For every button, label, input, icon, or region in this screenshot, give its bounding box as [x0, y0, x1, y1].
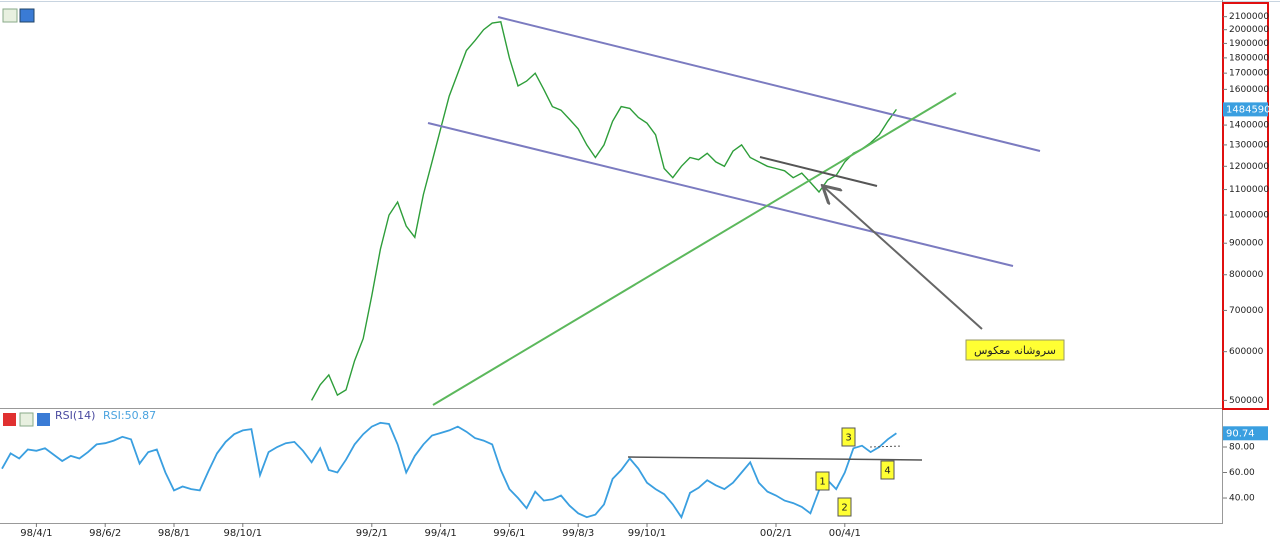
- y-tick-label: 1100000: [1229, 185, 1269, 195]
- x-tick-label: 00/2/1: [760, 528, 792, 539]
- x-tick-label: 98/8/1: [158, 528, 190, 539]
- tool-icon[interactable]: [19, 8, 35, 23]
- y-tick-label: 900000: [1229, 239, 1264, 249]
- current-value-tag: [1223, 426, 1268, 441]
- tool-icon[interactable]: [19, 412, 34, 427]
- x-tick-label: 99/2/1: [356, 528, 388, 539]
- annotation: 1: [819, 477, 825, 488]
- y-tick-label: 80.00: [1229, 442, 1255, 452]
- axis-highlight: [1222, 2, 1269, 410]
- indicator-title: RSI(14): [55, 409, 95, 422]
- x-tick-label: 00/4/1: [829, 528, 861, 539]
- y-tick-label: 600000: [1229, 347, 1264, 357]
- annotation: 3: [845, 433, 851, 444]
- x-tick-label: 99/4/1: [425, 528, 457, 539]
- indicator-readout: RSI:50.87: [103, 409, 156, 422]
- annotation: سروشانه معکوس: [974, 344, 1056, 357]
- tool-icon[interactable]: [2, 8, 18, 23]
- drawings: [427, 16, 1041, 461]
- y-tick-label: 1600000: [1229, 85, 1269, 95]
- rsi-trend-line: [627, 456, 923, 461]
- y-tick-label: 1400000: [1229, 121, 1269, 131]
- annotation-box: [965, 339, 1065, 361]
- annotation-box: [837, 497, 852, 517]
- y-tick-label: 1900000: [1229, 39, 1269, 49]
- x-tick-label: 98/6/2: [89, 528, 121, 539]
- x-tick-label: 99/8/3: [562, 528, 594, 539]
- x-tick-label: 98/4/1: [20, 528, 52, 539]
- y-tick-label: 2100000: [1229, 12, 1269, 22]
- y-tick-label: 1700000: [1229, 69, 1269, 79]
- close-icon[interactable]: [3, 413, 16, 426]
- y-tick-label: 40.00: [1229, 494, 1255, 504]
- y-tick-label: 2000000: [1229, 25, 1269, 35]
- arrow: [824, 187, 983, 330]
- x-tick-label: 98/10/1: [224, 528, 263, 539]
- y-tick-label: 1800000: [1229, 53, 1269, 63]
- annotation-box: [815, 471, 830, 491]
- x-tick-label: 99/6/1: [493, 528, 525, 539]
- rsi-dotted-line: [869, 445, 903, 448]
- annotation-box: [880, 460, 895, 480]
- neckline: [759, 156, 878, 187]
- y-tick-label: 1200000: [1229, 162, 1269, 172]
- trend-line: [497, 16, 1041, 152]
- y-tick-label: 60.00: [1229, 468, 1255, 478]
- annotation: 4: [884, 466, 890, 477]
- current-value-label: 1484590: [1226, 104, 1271, 115]
- data-line: [310, 21, 897, 401]
- y-tick-label: 1300000: [1229, 140, 1269, 150]
- current-value-tag: [1223, 102, 1268, 117]
- annotation: 2: [841, 503, 847, 514]
- trend-line: [427, 122, 1014, 267]
- trend-line: [432, 92, 957, 406]
- y-tick-label: 800000: [1229, 270, 1264, 280]
- x-tick-label: 99/10/1: [628, 528, 667, 539]
- tool-icon[interactable]: [37, 413, 50, 426]
- data-line: [1, 421, 897, 520]
- current-value-label: 90.74: [1226, 428, 1255, 439]
- y-tick-label: 500000: [1229, 396, 1264, 406]
- annotation-box: [841, 427, 856, 447]
- y-tick-label: 1000000: [1229, 211, 1269, 221]
- y-tick-label: 700000: [1229, 306, 1264, 316]
